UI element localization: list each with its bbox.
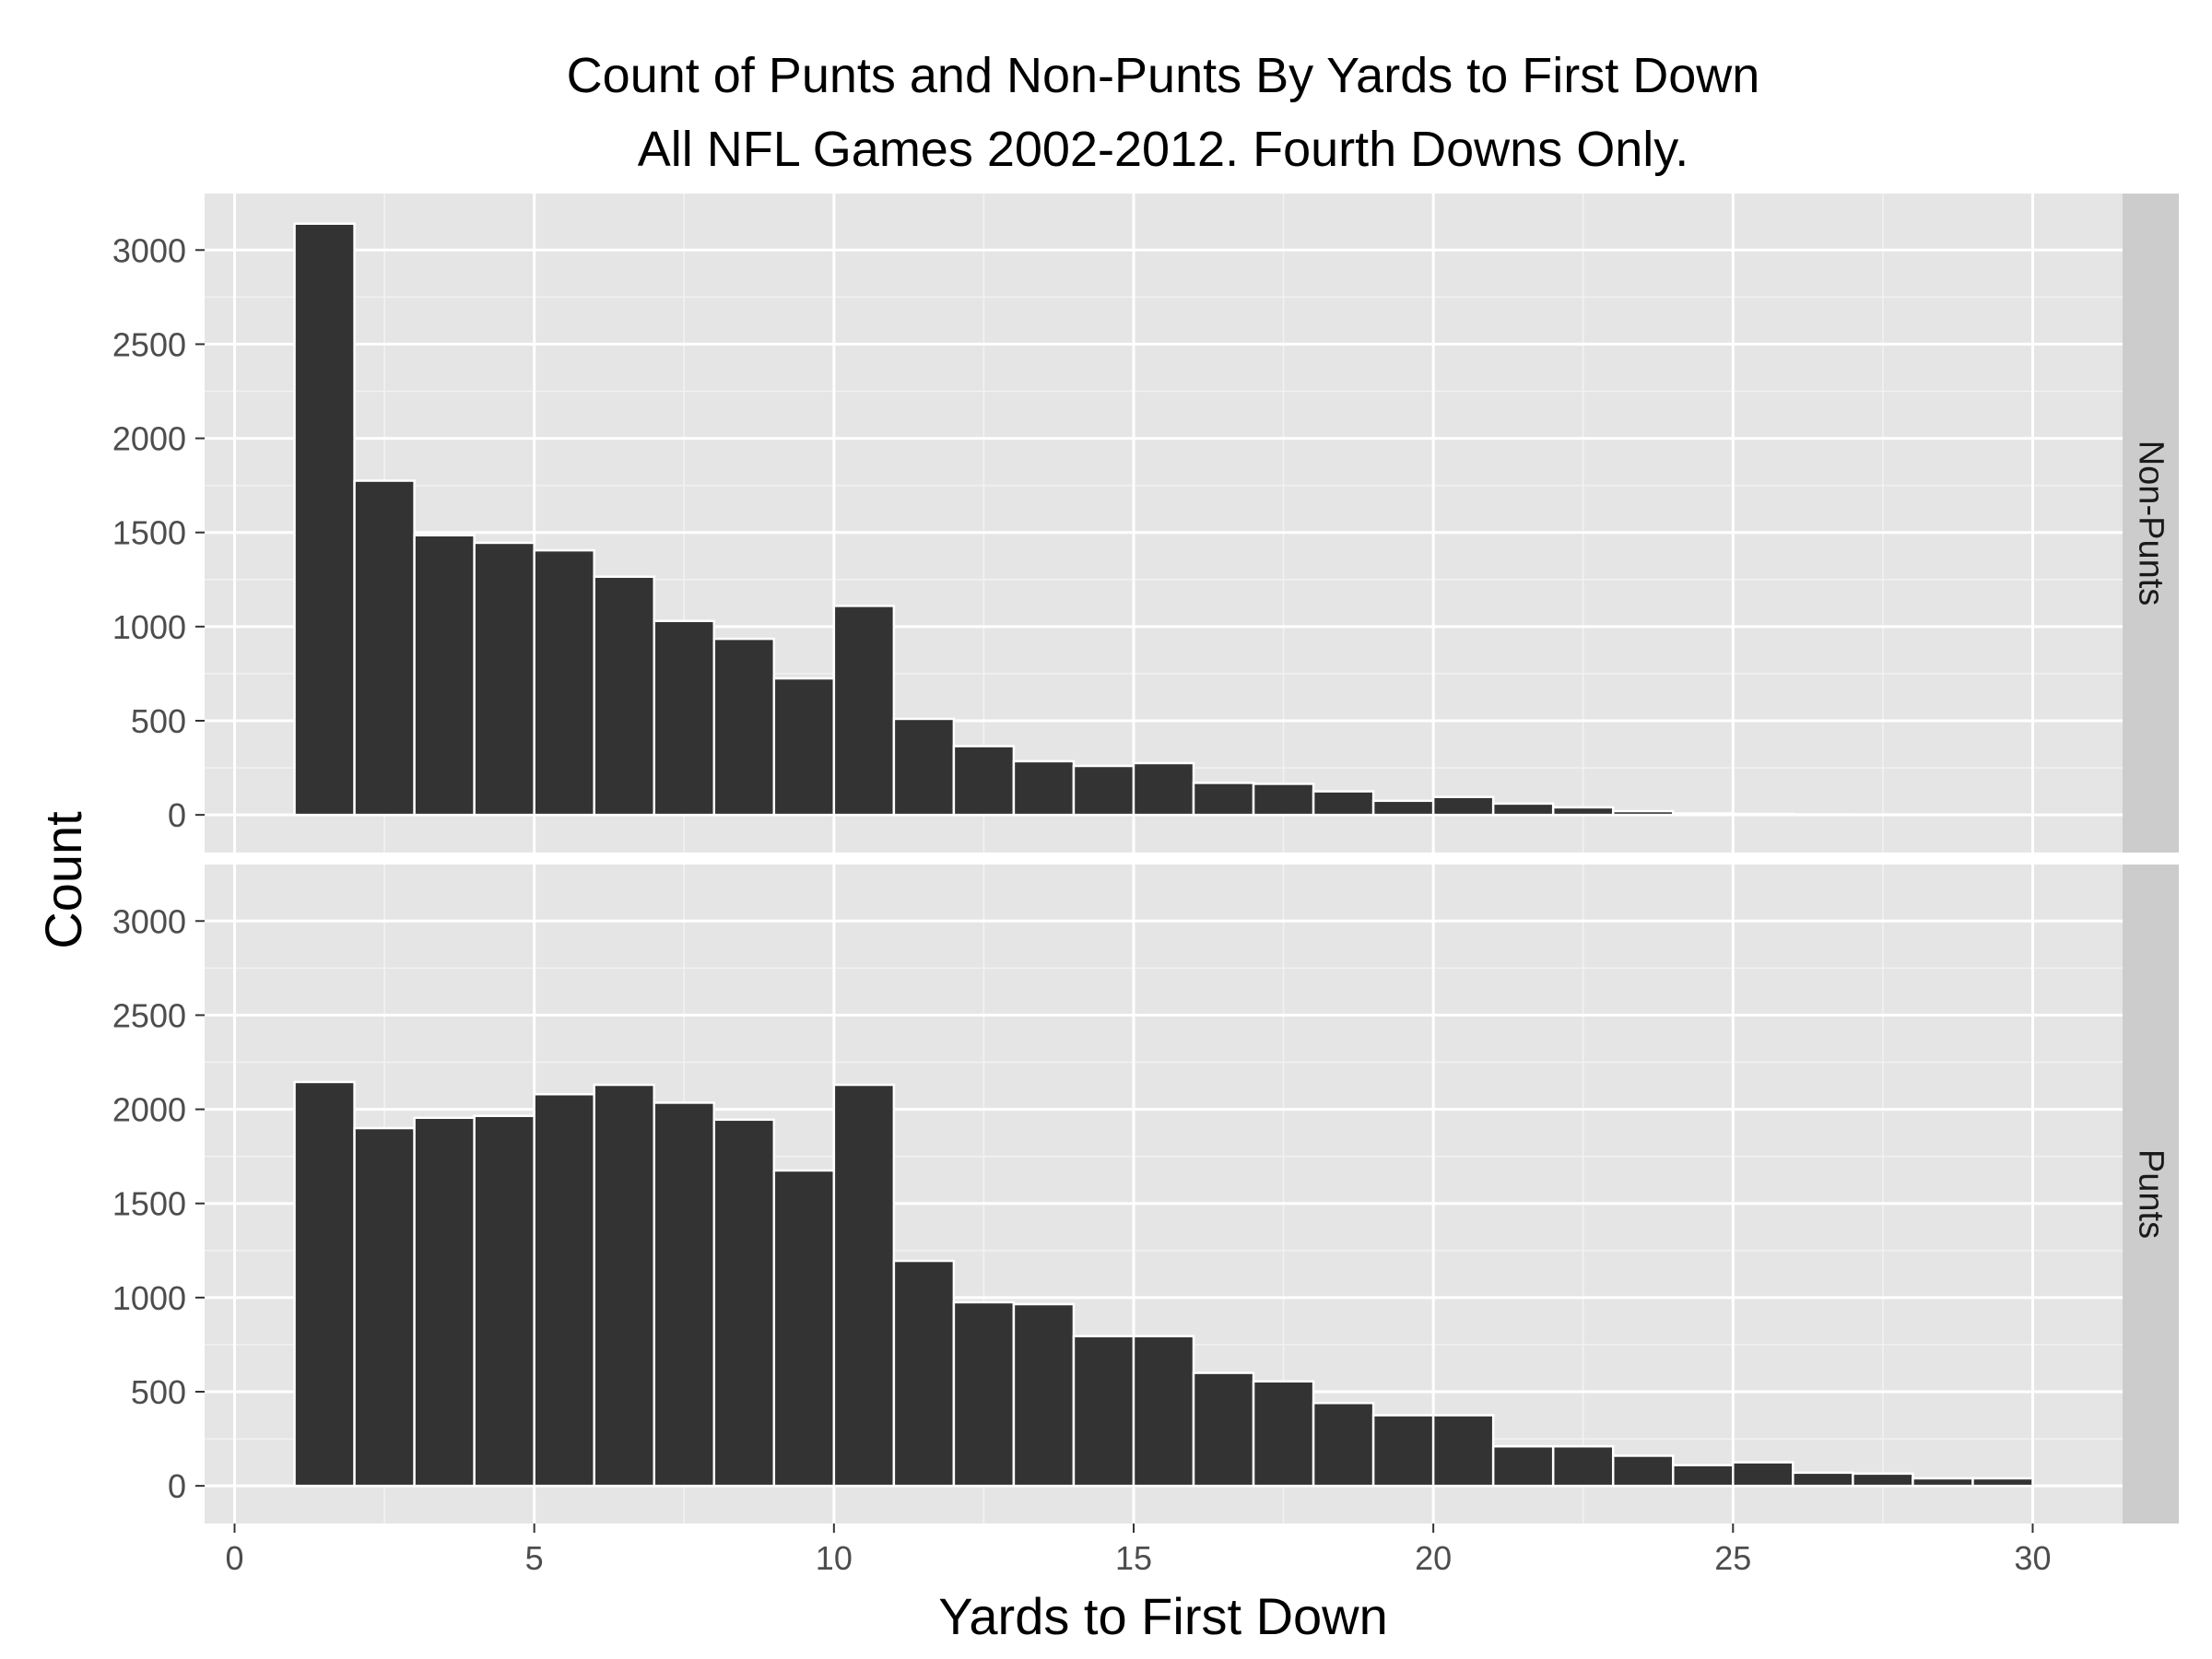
bar-punts-25 [1732,1461,1794,1488]
bar-non-punts-11 [892,717,956,817]
x-tick-label: 5 [525,1539,544,1577]
facet-label-non-punts: Non-Punts [2132,441,2171,606]
x-axis: 0 5 10 15 20 25 30 [226,1524,2051,1577]
bar-punts-24 [1672,1464,1735,1488]
bar-non-punts-10 [832,605,896,817]
x-tick-label: 25 [1714,1539,1751,1577]
bar-non-punts-19 [1371,799,1435,817]
bar-non-punts-22 [1551,806,1615,817]
y-axis-title: Count [34,811,92,949]
chart-title: Count of Punts and Non-Punts By Yards to… [567,48,1760,103]
bar-punts-15 [1132,1335,1195,1488]
bar-non-punts-5 [533,548,595,817]
bar-punts-22 [1551,1444,1615,1488]
bar-non-punts-17 [1252,782,1315,817]
bar-punts-12 [952,1300,1016,1488]
y-tick-label: 0 [168,1467,186,1505]
bar-punts-27 [1852,1472,1914,1488]
x-tick-label: 0 [226,1539,244,1577]
y-tick-label: 2500 [112,325,186,363]
bar-non-punts-13 [1012,759,1076,817]
y-tick-label: 1000 [112,1279,186,1317]
bar-non-punts-16 [1192,782,1255,817]
bar-non-punts-7 [653,619,716,817]
bar-punts-7 [653,1101,716,1488]
bar-non-punts-1 [293,222,356,817]
bar-non-punts-4 [473,541,535,817]
bar-punts-8 [712,1118,776,1488]
bar-non-punts-12 [952,745,1016,817]
bar-punts-5 [533,1092,595,1488]
y-tick-label: 2000 [112,420,186,458]
y-tick-label: 2000 [112,1091,186,1129]
bar-punts-10 [832,1083,896,1488]
x-tick-label: 30 [2014,1539,2051,1577]
bar-punts-26 [1792,1471,1854,1488]
bar-non-punts-23 [1611,809,1675,817]
bar-non-punts-20 [1431,795,1495,817]
bar-punts-23 [1611,1454,1675,1488]
y-tick-label: 0 [168,796,186,834]
y-tick-label: 1000 [112,608,186,646]
bar-punts-9 [772,1169,836,1488]
x-tick-label: 10 [816,1539,853,1577]
facet-strip-punts [2123,865,2179,1524]
bar-punts-13 [1012,1302,1076,1488]
x-tick-label: 15 [1115,1539,1152,1577]
bar-punts-19 [1371,1414,1435,1488]
bar-punts-2 [353,1126,416,1488]
y-tick-label: 1500 [112,1185,186,1223]
x-axis-title: Yards to First Down [938,1587,1388,1645]
panel-punts: 0 500 1000 1500 2000 2500 3000 Punts [112,865,2179,1524]
bar-punts-16 [1192,1371,1255,1488]
bar-punts-21 [1491,1444,1555,1488]
bar-non-punts-2 [353,479,416,817]
bar-punts-14 [1072,1335,1135,1488]
panel-non-punts: 0 500 1000 1500 2000 2500 3000 Non-Punts [112,194,2179,853]
bar-non-punts-21 [1491,802,1555,817]
bar-non-punts-25 [1732,812,1794,817]
bar-punts-29 [1971,1477,2034,1488]
y-tick-label: 3000 [112,902,186,940]
bar-punts-3 [413,1116,476,1488]
chart-subtitle: All NFL Games 2002-2012. Fourth Downs On… [638,122,1689,177]
bar-non-punts-18 [1312,790,1375,817]
bar-punts-6 [593,1083,655,1488]
y-tick-label: 500 [131,1373,186,1411]
bar-punts-4 [473,1114,535,1488]
y-tick-label: 1500 [112,514,186,552]
bar-non-punts-24 [1672,812,1735,817]
facet-strip-non-punts [2123,194,2179,853]
bar-punts-20 [1431,1414,1495,1488]
bar-punts-28 [1912,1477,1974,1488]
facet-panels: 0 500 1000 1500 2000 2500 3000 Non-Punts 0 500 100… [112,194,2179,1524]
bar-punts-17 [1252,1380,1315,1488]
y-tick-label: 500 [131,702,186,740]
x-tick-label: 20 [1415,1539,1452,1577]
bar-non-punts-9 [772,677,836,817]
bar-punts-11 [892,1259,956,1488]
bar-punts-1 [293,1080,356,1488]
bar-non-punts-14 [1072,764,1135,817]
bar-non-punts-6 [593,575,655,817]
bar-non-punts-3 [413,534,476,817]
bar-punts-18 [1312,1402,1375,1488]
bar-non-punts-26 [1792,813,1854,817]
facet-label-punts: Punts [2132,1149,2171,1239]
bar-non-punts-15 [1132,761,1195,817]
y-tick-label: 3000 [112,231,186,269]
bar-non-punts-8 [712,637,776,817]
y-tick-label: 2500 [112,996,186,1034]
